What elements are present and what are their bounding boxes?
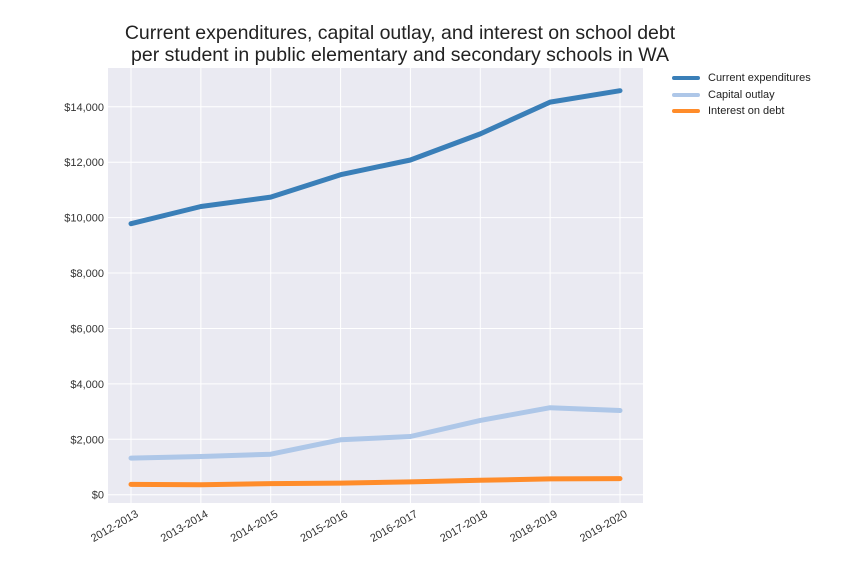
y-tick-label: $8,000: [70, 268, 104, 280]
legend-item: Capital outlay: [672, 87, 811, 104]
x-tick-label: 2016-2017: [368, 508, 420, 545]
legend-swatch: [672, 92, 700, 97]
y-tick-label: $12,000: [64, 157, 104, 169]
legend-item: Current expenditures: [672, 70, 811, 87]
y-tick-label: $6,000: [70, 323, 104, 335]
plot-background: [108, 68, 643, 503]
chart-title-line-2: per student in public elementary and sec…: [131, 44, 669, 66]
x-tick-label: 2014-2015: [229, 508, 281, 545]
x-tick-label: 2018-2019: [508, 508, 560, 545]
legend-swatch: [672, 109, 700, 114]
legend-item: Interest on debt: [672, 103, 811, 120]
y-tick-label: $4,000: [70, 379, 104, 391]
chart-title: Current expenditures, capital outlay, an…: [60, 22, 740, 66]
chart-title-line-1: Current expenditures, capital outlay, an…: [124, 22, 676, 44]
x-axis-ticks: 2012-2013 2013-2014 2014-2015 2015-2016 2016…: [89, 508, 630, 545]
legend: Current expenditures Capital outlay Intere…: [672, 70, 811, 120]
grid-lines: [108, 68, 643, 503]
series-line-current-expenditures: [128, 88, 623, 227]
y-tick-label: $2,000: [70, 434, 104, 446]
legend-swatch: [672, 76, 700, 81]
x-tick-label: 2015-2016: [299, 508, 351, 545]
x-tick-label: 2013-2014: [159, 508, 211, 545]
series-line-interest-on-debt: [128, 476, 623, 488]
x-tick-label: 2017-2018: [438, 508, 490, 545]
series-lines: [128, 88, 623, 488]
x-tick-label: 2019-2020: [578, 508, 630, 545]
series-line-capital-outlay: [128, 405, 623, 461]
y-tick-label: $10,000: [64, 213, 104, 225]
x-tick-label: 2012-2013: [89, 508, 141, 545]
y-axis-ticks: $0 $2,000 $4,000 $6,000 $8,000 $10,000 $12,000…: [64, 102, 104, 502]
legend-label: Current expenditures: [708, 72, 811, 85]
legend-label: Capital outlay: [708, 88, 775, 101]
y-tick-label: $14,000: [64, 102, 104, 114]
y-tick-label: $0: [92, 490, 104, 502]
legend-label: Interest on debt: [708, 105, 785, 118]
